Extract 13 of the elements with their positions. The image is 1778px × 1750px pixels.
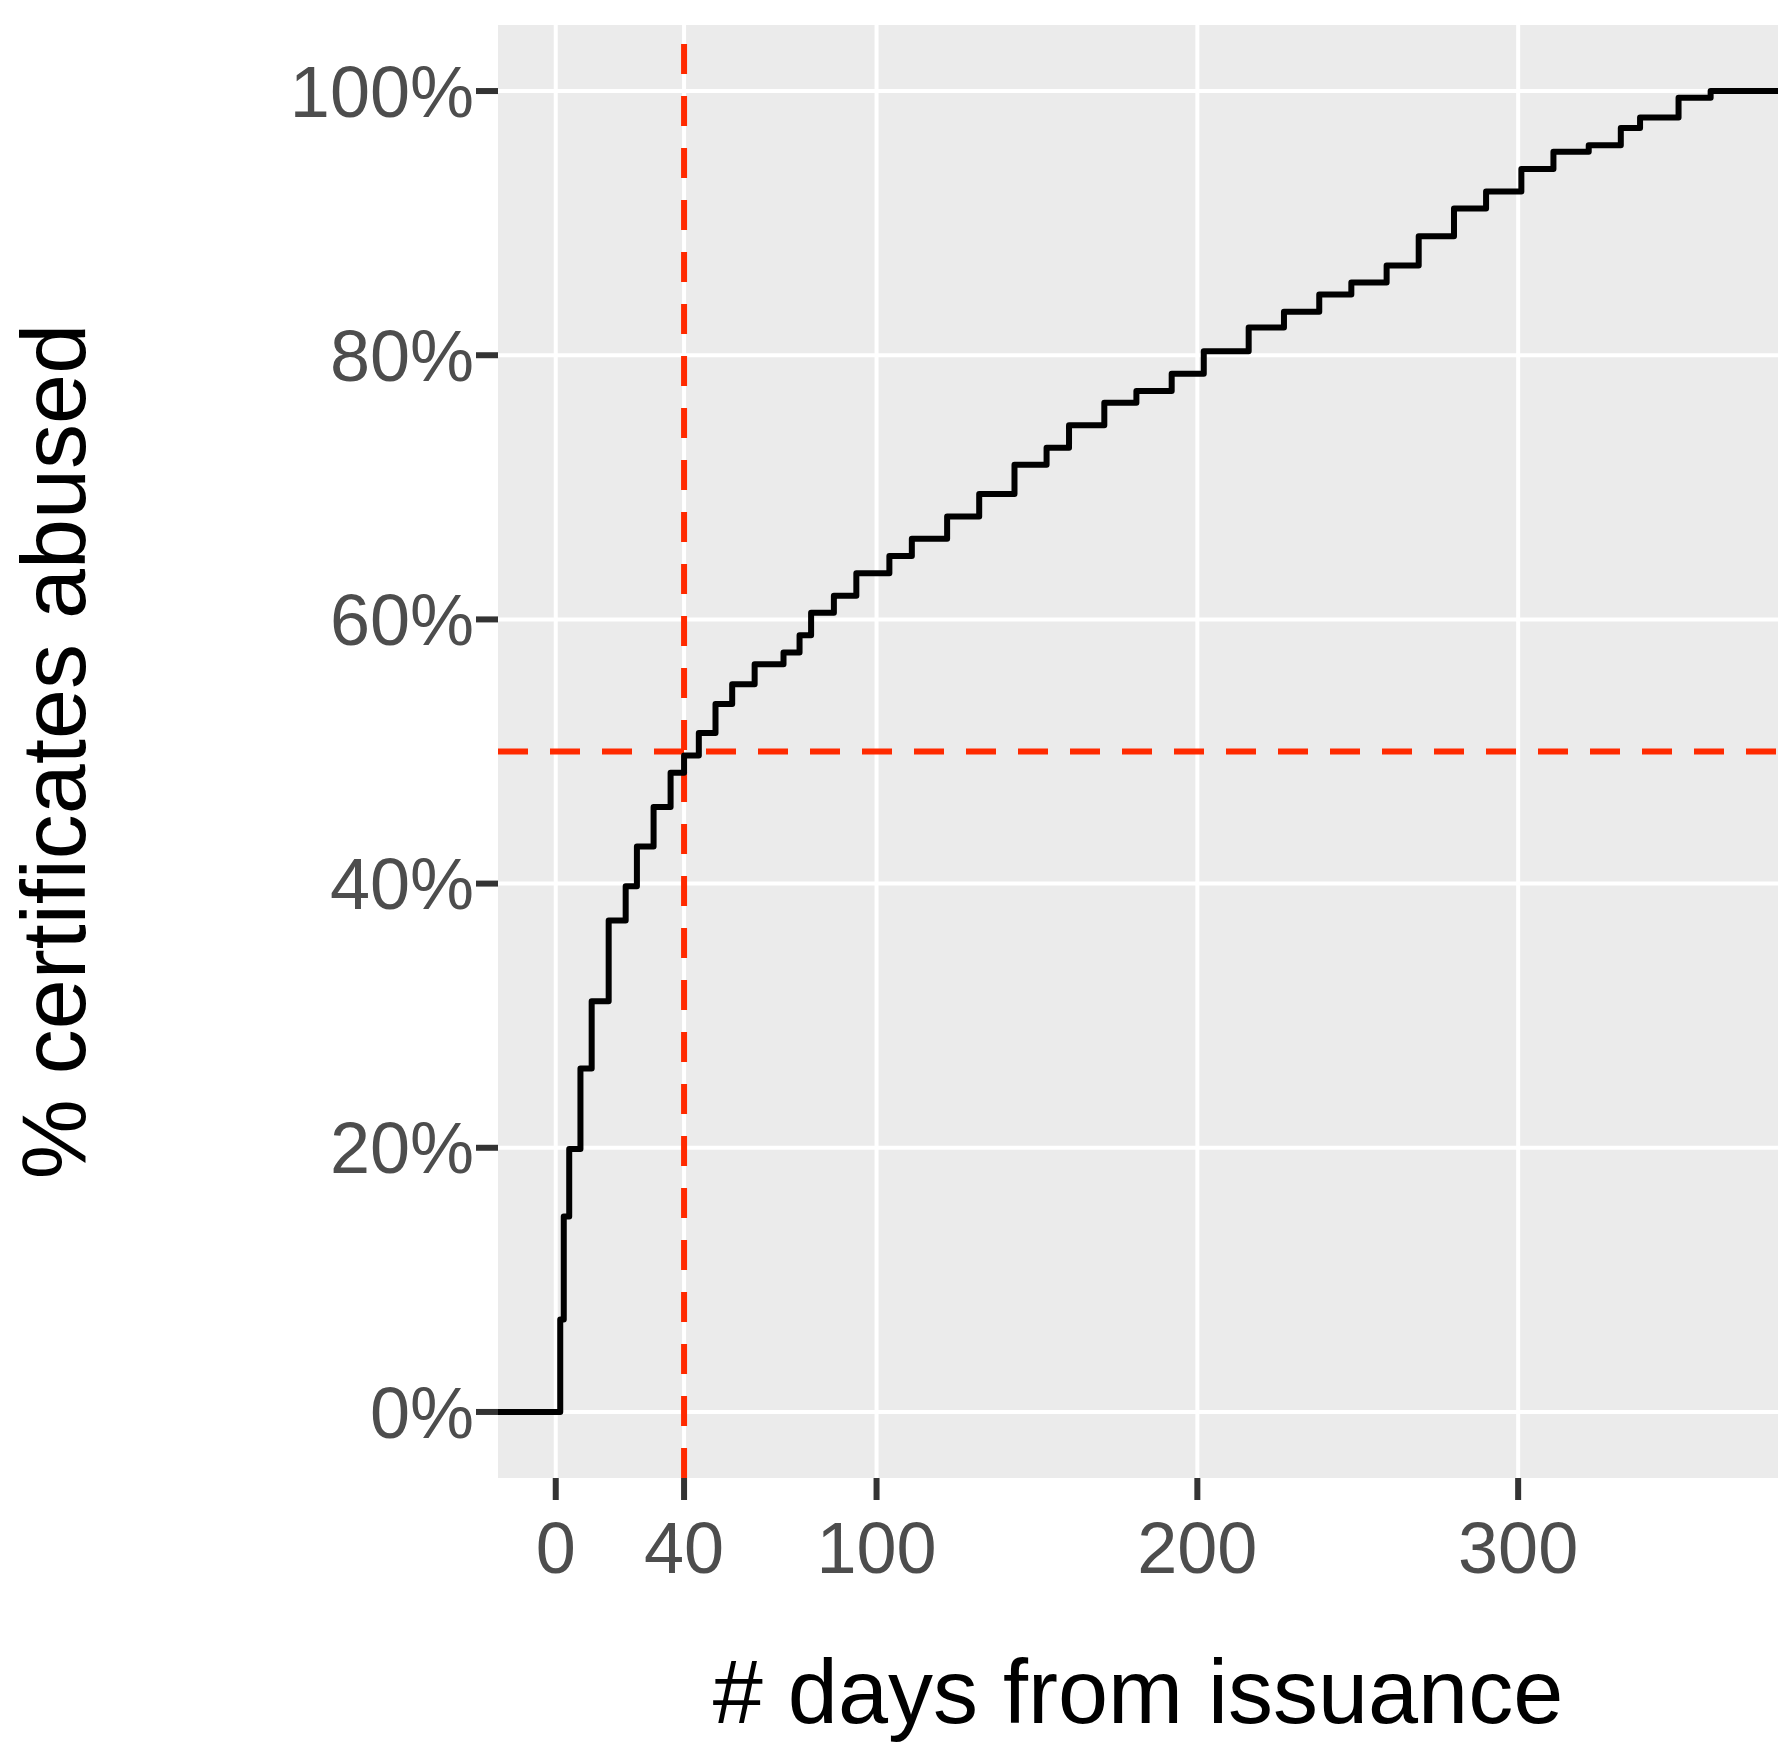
x-tick-label: 200 (1137, 1508, 1258, 1589)
x-tick-label: 0 (535, 1508, 576, 1589)
y-tick-label: 60% (329, 579, 474, 660)
x-axis-title: # days from issuance (712, 1642, 1564, 1742)
y-axis-title: % certificates abused (3, 323, 104, 1180)
x-tick-label: 100 (816, 1508, 937, 1589)
y-tick-label: 80% (329, 315, 474, 396)
x-tick-label: 300 (1458, 1508, 1579, 1589)
y-tick-label: 0% (369, 1372, 474, 1453)
y-tick-label: 40% (329, 844, 474, 925)
y-tick-label: 20% (329, 1108, 474, 1189)
x-tick-label: 40 (644, 1508, 725, 1589)
y-tick-label: 100% (289, 51, 474, 132)
